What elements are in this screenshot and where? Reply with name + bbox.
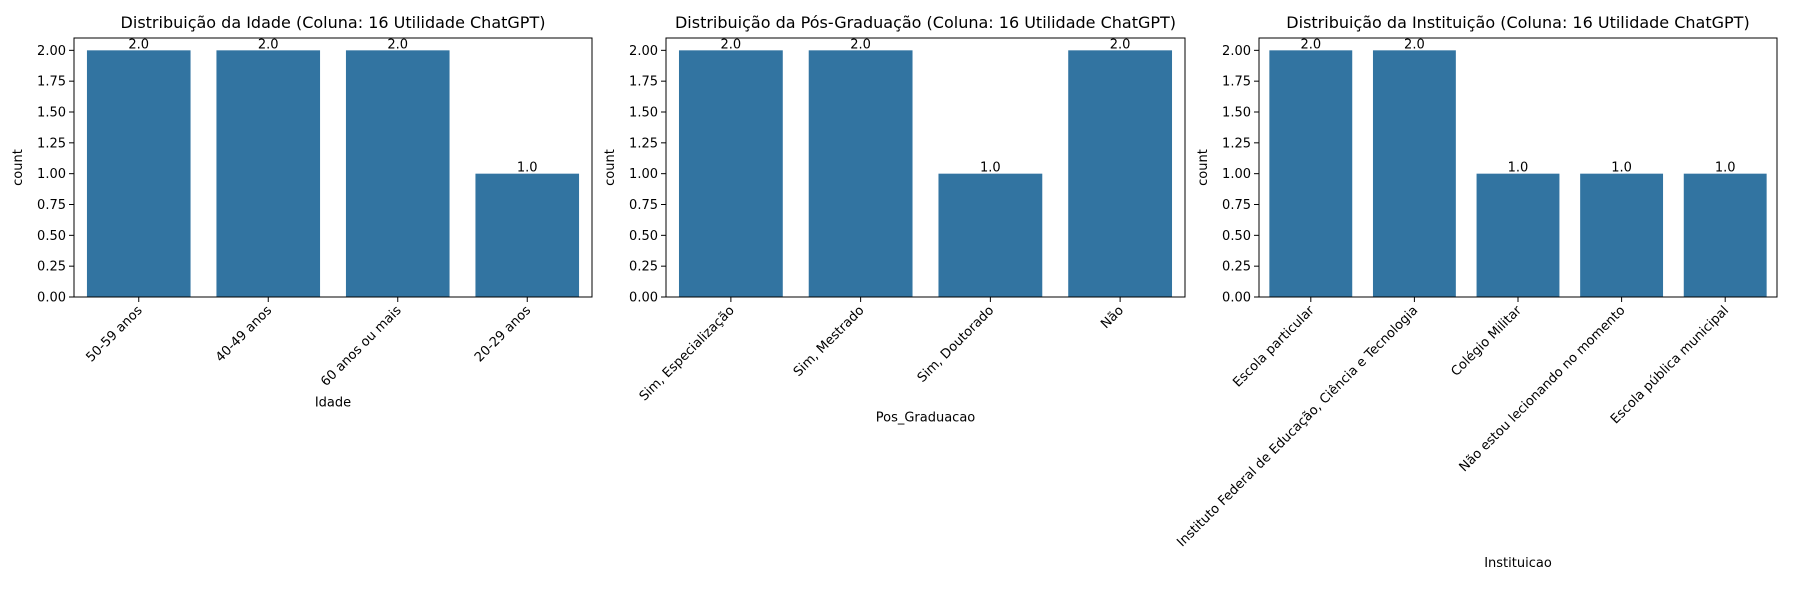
y-tick-label: 0.50 — [37, 229, 66, 244]
y-axis-label: count — [603, 149, 618, 186]
bar-2-3 — [938, 173, 1043, 297]
axes-frame — [665, 37, 1186, 298]
bar-value-label: 1.0 — [1611, 161, 1632, 176]
y-tick-label: 0.75 — [629, 198, 658, 213]
x-tick-label: Escola pública municipal — [1608, 303, 1732, 427]
y-tick-label: 0.25 — [1222, 260, 1251, 275]
bar-2-4 — [1068, 50, 1173, 298]
y-tick-label: 1.25 — [1222, 136, 1251, 151]
chart-title: Distribuição da Idade (Coluna: 16 Utilid… — [121, 13, 546, 32]
y-tick-label: 1.25 — [629, 136, 658, 151]
bar-value-label: 1.0 — [980, 161, 1001, 176]
axes-frame — [73, 37, 593, 298]
subplot-1: 2.0 2.0 2.0 1.0 0.00 0.25 0.50 0.75 1.00 1.25 1.50… — [11, 13, 593, 411]
y-tick-label: 0.75 — [1222, 198, 1251, 213]
y-tick-label: 1.00 — [1222, 167, 1251, 182]
bar-value-label: 2.0 — [1404, 37, 1425, 52]
y-tick-label: 0.00 — [37, 291, 66, 306]
y-tick-label: 2.00 — [37, 44, 66, 59]
y-tick-label: 2.00 — [629, 44, 658, 59]
chart-title: Distribuição da Pós-Graduação (Coluna: 1… — [675, 13, 1176, 32]
x-tick-label: 50-59 anos — [83, 303, 145, 365]
bar-value-label: 2.0 — [128, 37, 149, 52]
x-tick-label: Instituto Federal de Educação, Ciência e… — [1174, 303, 1421, 550]
y-tick-label: 1.75 — [629, 75, 658, 90]
bar-value-label: 2.0 — [850, 37, 871, 52]
x-tick-label: Sim, Mestrado — [791, 303, 868, 380]
y-tick-label: 0.00 — [629, 291, 658, 306]
x-axis-label: Instituicao — [1484, 556, 1552, 571]
y-tick-label: 1.50 — [37, 106, 66, 121]
y-tick-label: 0.25 — [37, 260, 66, 275]
bar-value-label: 1.0 — [517, 161, 538, 176]
bar-3-5 — [1683, 173, 1767, 297]
x-tick-label: 60 anos ou mais — [318, 303, 404, 389]
y-tick-label: 0.50 — [629, 229, 658, 244]
bar-value-label: 2.0 — [258, 37, 279, 52]
bar-3-3 — [1476, 173, 1560, 297]
y-tick-label: 0.50 — [1222, 229, 1251, 244]
y-tick-label: 0.75 — [37, 198, 66, 213]
y-tick-label: 1.75 — [1222, 75, 1251, 90]
bar-3-2 — [1372, 50, 1456, 298]
x-tick-label: 20-29 anos — [472, 303, 534, 365]
y-tick-label: 1.50 — [629, 106, 658, 121]
bar-value-label: 2.0 — [1300, 37, 1321, 52]
x-axis-label: Pos_Graduacao — [876, 410, 976, 425]
x-tick-label: Não — [1098, 303, 1127, 332]
bar-value-label: 2.0 — [1110, 37, 1131, 52]
bar-value-label: 1.0 — [1715, 161, 1736, 176]
chart-title: Distribuição da Instituição (Coluna: 16 … — [1286, 13, 1749, 32]
x-axis-label: Idade — [315, 396, 351, 411]
bar-value-label: 2.0 — [721, 37, 742, 52]
subplot-2: 2.0 2.0 1.0 2.0 0.00 0.25 0.50 0.75 1.00 1.25 1.50… — [603, 13, 1186, 425]
y-tick-label: 0.00 — [1222, 291, 1251, 306]
bar-1-3 — [345, 50, 450, 298]
bar-value-label: 2.0 — [387, 37, 408, 52]
bar-2-2 — [808, 50, 913, 298]
y-tick-label: 2.00 — [1222, 44, 1251, 59]
bar-3-1 — [1269, 50, 1353, 298]
y-tick-label: 0.25 — [629, 260, 658, 275]
x-tick-label: Colégio Militar — [1448, 303, 1525, 380]
y-tick-label: 1.75 — [37, 75, 66, 90]
y-tick-label: 1.25 — [37, 136, 66, 151]
bar-2-1 — [678, 50, 783, 298]
bar-1-1 — [86, 50, 191, 298]
bar-3-4 — [1580, 173, 1664, 297]
y-axis-label: count — [1196, 149, 1211, 186]
bar-1-2 — [216, 50, 321, 298]
y-tick-label: 1.00 — [629, 167, 658, 182]
bar-1-4 — [475, 173, 580, 297]
x-tick-label: Sim, Especialização — [637, 303, 738, 404]
y-tick-label: 1.50 — [1222, 106, 1251, 121]
y-tick-label: 1.00 — [37, 167, 66, 182]
subplot-3: 2.0 2.0 1.0 1.0 1.0 0.00 0.25 0.50 0.75 1.00 1.25 1… — [1174, 13, 1778, 571]
y-axis-label: count — [11, 149, 26, 186]
x-tick-label: Escola particular — [1230, 303, 1318, 391]
bar-value-label: 1.0 — [1508, 161, 1529, 176]
x-tick-label: Não estou lecionando no momento — [1457, 303, 1629, 475]
x-tick-label: 40-49 anos — [213, 303, 275, 365]
x-tick-label: Sim, Doutorado — [915, 303, 997, 385]
